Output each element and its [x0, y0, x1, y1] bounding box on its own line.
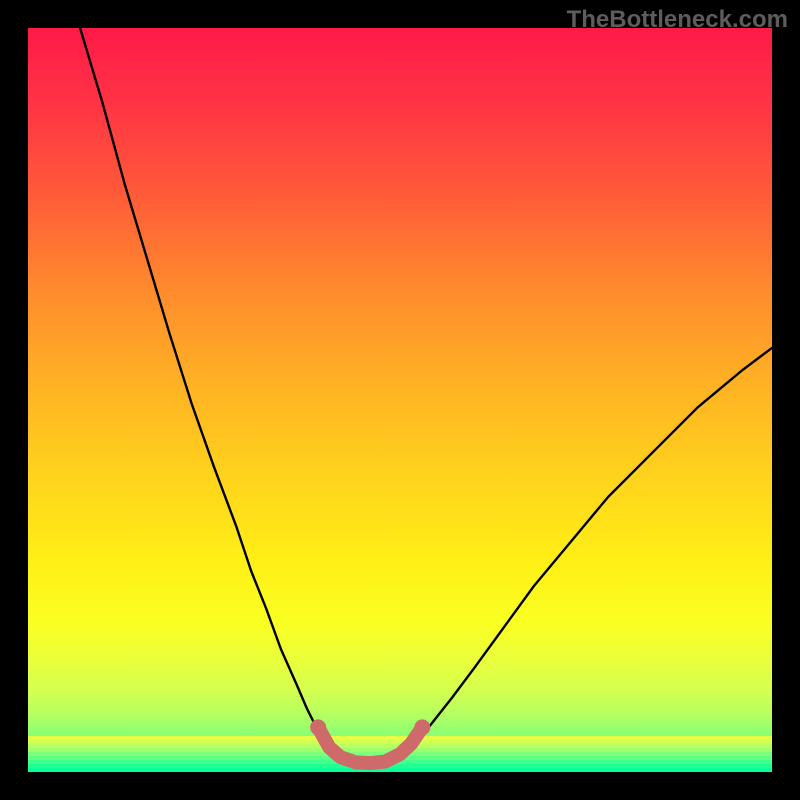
valley-marker-endpoint — [414, 719, 430, 735]
valley-marker-endpoint — [310, 719, 326, 735]
chart-container: TheBottleneck.com — [0, 0, 800, 800]
bottleneck-chart-svg — [0, 0, 800, 800]
